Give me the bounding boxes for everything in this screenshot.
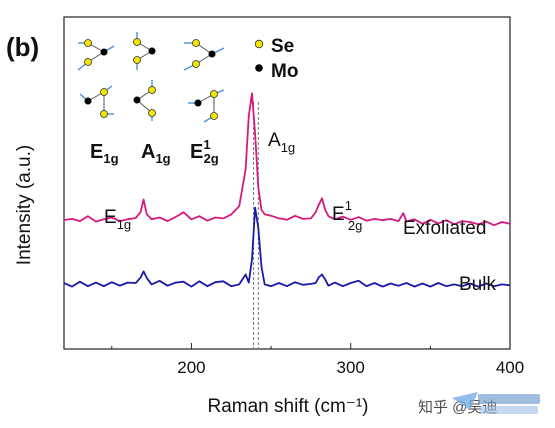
series-line-bulk <box>63 206 511 288</box>
mode-diagram-e1g-top <box>77 39 115 71</box>
atom-legend: Se Mo <box>254 36 298 82</box>
panel-label: (b) <box>6 32 39 62</box>
mode-diagram-e2g-bottom <box>188 89 225 123</box>
mode-label-e1g: E1g <box>90 141 119 166</box>
mode-labels: E1g A1g E1 2g <box>90 137 219 166</box>
x-tick-label-300: 300 <box>337 358 365 377</box>
watermark-text: 知乎 @吴迪 <box>418 399 497 416</box>
spectra <box>63 92 511 288</box>
mode-diagram-a1g-bottom <box>133 80 156 121</box>
series-line-exfoliated <box>63 92 511 227</box>
x-tick-label-400: 400 <box>496 358 524 377</box>
mode-label-a1g: A1g <box>141 141 171 166</box>
plot-frame <box>63 16 511 350</box>
se-legend-label: Se <box>271 36 294 57</box>
mode-label-e2g: E1 2g <box>190 137 219 166</box>
peak-label-e2g: E1 2g <box>332 198 362 233</box>
unionlaser-logo <box>452 392 540 414</box>
watermark: 知乎 @吴迪 <box>418 392 540 416</box>
se-legend-marker <box>254 39 264 49</box>
mo-legend-marker <box>255 64 263 72</box>
mo-legend-label: Mo <box>271 61 298 82</box>
mode-diagram-e2g-top <box>183 39 225 71</box>
mode-diagram-e1g-bottom <box>79 85 114 118</box>
mode-diagram-a1g-top <box>133 32 156 70</box>
peak-label-e1g: E1g <box>104 207 131 232</box>
y-axis-label: Intensity (a.u.) <box>14 145 35 265</box>
x-axis-ticks: 200 300 400 <box>111 343 524 377</box>
reference-lines <box>253 102 259 349</box>
series-label-bulk: Bulk <box>459 274 496 295</box>
peak-label-a1g: A1g <box>268 130 295 155</box>
series-label-exfoliated: Exfoliated <box>403 218 486 239</box>
x-tick-label-200: 200 <box>177 358 205 377</box>
x-axis-label: Raman shift (cm⁻¹) <box>208 396 369 417</box>
vibration-mode-schematics <box>77 32 225 123</box>
